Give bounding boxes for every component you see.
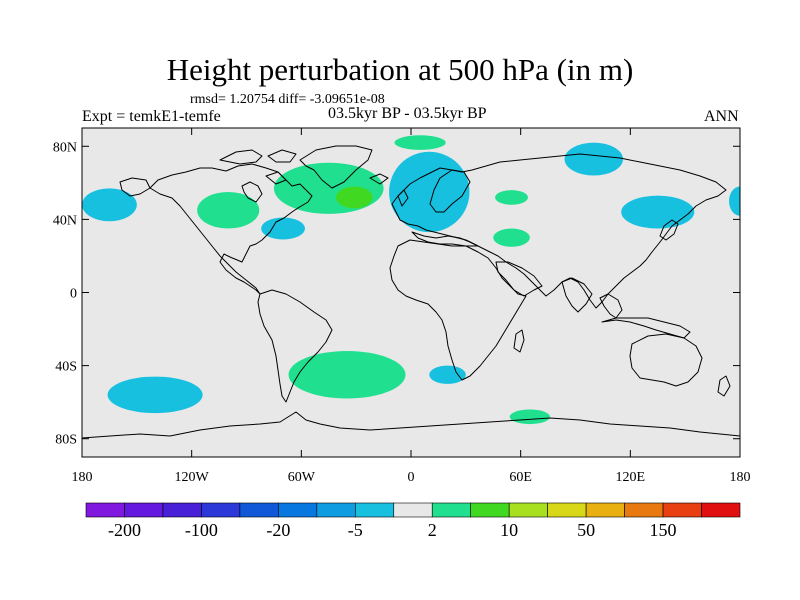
experiment-label: Expt = temkE1-temfe [82,108,221,125]
colorbar-swatch [85,502,125,518]
coast-arctic-islands [219,149,297,185]
coast-greenland [299,145,373,189]
coast-alaska [119,177,151,197]
period-label: 03.5kyr BP - 03.5kyr BP [328,105,487,122]
anomaly-s-atlantic-high [288,350,406,399]
colorbar-swatch [393,502,433,518]
lat-tick-label: 40S [55,360,77,375]
colorbar-swatch [124,502,164,518]
anomaly-s-indian-low [429,365,466,384]
colorbar-swatch [162,502,202,518]
colorbar-swatch [547,502,587,518]
colorbar-label: 150 [650,520,677,540]
coast-new-zealand [717,375,731,397]
anomaly-antarctic-high [509,409,550,425]
lon-tick-label: 180 [72,470,93,485]
anomaly-w-atlantic-low [261,217,305,240]
coast-antarctica [82,411,740,439]
colorbar-swatch [662,502,702,518]
anomaly-pacific-east-low [729,186,740,216]
coast-japan [659,219,679,241]
coast-mediterranean [411,231,479,247]
coast-indonesia [601,317,691,339]
colorbar: -200 -100 -20 -5 2 10 50 150 [85,502,741,540]
anomaly-siberia-low [564,142,624,176]
colorbar-swatch [508,502,548,518]
lat-tick-label: 40N [53,213,77,228]
coast-scandinavia [429,169,471,213]
coast-south-america [257,289,333,403]
lat-tick-label: 80S [55,433,77,448]
coast-uk-iceland [369,173,409,207]
coast-north-america [149,163,313,295]
colorbar-label: -5 [348,520,363,540]
anomaly-arctic-high [394,135,446,150]
coast-africa [389,239,527,381]
colorbar-swatch [201,502,241,518]
colorbar-label: 2 [428,520,437,540]
colorbar-swatch [431,502,472,518]
colorbar-label: 50 [577,520,595,540]
anomaly-arabia-high [493,228,530,247]
anomaly-s-pacific-low [107,376,203,414]
coast-madagascar [513,329,525,353]
anomaly-n-america-high [197,191,260,229]
anomaly-n-pacific-west-low [82,188,137,222]
anomaly-middle-east-high [495,190,528,205]
colorbar-swatch [470,502,510,518]
colorbar-swatch [585,502,625,518]
colorbar-swatch [624,502,664,518]
anomaly-japan-low [621,195,695,229]
anomaly-n-atlantic-high [273,162,384,214]
colorbar-swatch [354,502,395,518]
chart-title: Height perturbation at 500 hPa (in m) [166,52,634,87]
colorbar-swatch [239,502,279,518]
anomaly-n-atlantic-high-core [336,186,373,209]
coast-australia [629,333,703,387]
colorbar-label: -100 [185,520,218,540]
season-label: ANN [704,108,739,125]
lat-tick-label: 80N [53,140,77,155]
lon-tick-label: 0 [408,470,415,485]
coast-india [561,277,593,313]
coast-arabia [495,261,543,297]
lon-tick-label: 120E [616,470,646,485]
coast-se-asia [599,293,623,319]
lat-tick-label: 0 [70,287,77,302]
colorbar-swatch [278,502,318,518]
colorbar-label: 10 [500,520,518,540]
colorbar-label: -20 [266,520,290,540]
axis-layer: 80N 40N 0 40S 80S 180 120W 60W 0 60E 120E 180 [53,128,751,485]
colorbar-swatch [701,502,741,518]
coast-europe-asia [391,153,727,309]
stats-line: rmsd= 1.20754 diff= -3.09651e-08 [190,92,385,107]
lon-tick-label: 120W [175,470,210,485]
coastline-layer [82,145,740,439]
lon-tick-label: 180 [730,470,751,485]
lon-tick-label: 60E [509,470,532,485]
coast-hudson-bay [241,181,263,203]
colorbar-label: -200 [108,520,141,540]
lon-tick-label: 60W [288,470,316,485]
colorbar-swatch [316,502,356,518]
